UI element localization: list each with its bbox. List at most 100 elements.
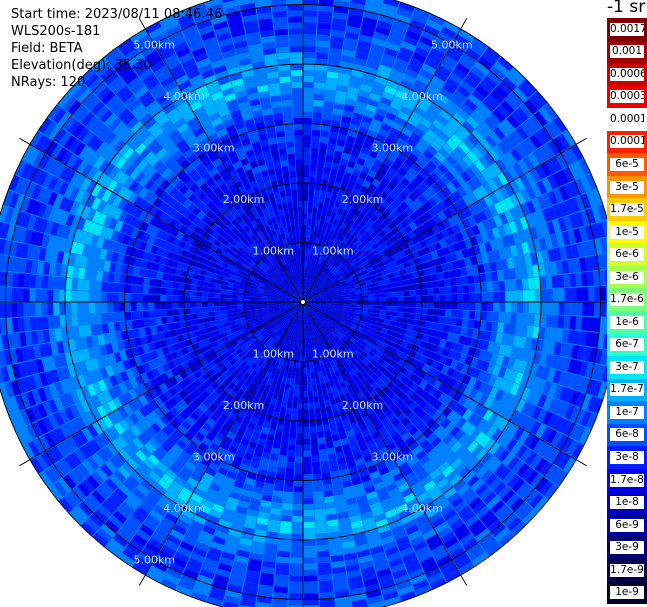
range-gate [419, 454, 431, 466]
range-gate [286, 334, 291, 341]
range-gate [283, 419, 291, 427]
range-gate [286, 347, 291, 354]
range-gate [511, 129, 524, 144]
range-gate [338, 303, 345, 307]
range-gate [426, 160, 438, 172]
range-gate [96, 323, 104, 335]
range-gate [395, 338, 403, 346]
range-gate [522, 509, 538, 525]
range-gate [493, 481, 507, 495]
range-gate [203, 557, 219, 568]
range-gate [437, 200, 448, 211]
range-gate [142, 310, 150, 319]
range-gate [257, 438, 266, 446]
range-gate [45, 448, 59, 464]
range-gate [170, 502, 184, 514]
range-gate [375, 518, 389, 529]
range-gate [185, 320, 193, 327]
range-gate [312, 274, 317, 281]
range-gate [553, 400, 565, 415]
range-gate [305, 349, 309, 356]
range-gate [243, 299, 250, 302]
range-gate [569, 273, 577, 287]
range-gate [461, 318, 469, 328]
range-gate [314, 296, 321, 299]
range-gate [553, 384, 564, 400]
range-gate [344, 306, 351, 310]
range-gate [418, 214, 428, 224]
range-gate [100, 463, 113, 478]
range-gate [418, 399, 428, 410]
range-gate [373, 31, 389, 42]
range-gate [213, 408, 223, 418]
range-gate [519, 415, 531, 430]
range-gate [505, 493, 520, 508]
range-gate [349, 311, 356, 316]
range-gate [297, 355, 301, 362]
range-gate [311, 280, 315, 287]
range-gate [118, 293, 125, 302]
range-gate [66, 436, 79, 452]
range-gate [563, 274, 571, 288]
range-gate [307, 293, 312, 298]
range-gate [217, 446, 228, 456]
range-gate [428, 243, 437, 253]
range-gate [252, 316, 259, 322]
range-gate [395, 214, 405, 223]
range-gate [308, 396, 314, 403]
range-gate [490, 162, 503, 175]
range-gate [413, 198, 423, 208]
range-gate [414, 376, 423, 386]
range-gate [396, 316, 403, 323]
range-gate [257, 400, 265, 408]
range-gate [204, 322, 211, 329]
range-gate [410, 481, 423, 493]
range-gate [340, 222, 348, 230]
range-gate [320, 317, 327, 322]
range-gate [313, 294, 320, 298]
range-gate [124, 311, 132, 321]
range-gate [492, 144, 505, 158]
range-gate [401, 126, 413, 137]
range-gate [561, 357, 571, 372]
range-gate [565, 343, 574, 358]
range-gate [161, 346, 170, 356]
range-gate [324, 240, 330, 248]
range-gate [380, 327, 388, 334]
range-gate [509, 410, 521, 424]
range-gate [326, 279, 332, 285]
range-gate [371, 192, 380, 201]
range-gate [207, 348, 216, 356]
range-gate [320, 294, 326, 298]
range-gate [67, 253, 76, 266]
range-gate [231, 377, 240, 386]
range-gate [0, 350, 7, 367]
range-gate [72, 326, 80, 339]
range-gate [350, 118, 362, 127]
range-gate [297, 331, 300, 338]
range-gate [386, 390, 396, 399]
range-gate [17, 288, 24, 302]
range-gate [339, 202, 347, 210]
range-gate [369, 0, 383, 3]
range-gate [433, 425, 445, 437]
range-gate [428, 396, 438, 407]
range-gate [321, 227, 327, 234]
range-gate [297, 313, 300, 320]
range-gate [300, 319, 303, 326]
range-gate [178, 355, 187, 365]
range-gate [493, 302, 500, 312]
range-gate [504, 95, 519, 111]
range-gate [317, 352, 322, 360]
range-gate [317, 562, 331, 570]
range-gate [279, 316, 285, 321]
range-gate [436, 272, 444, 281]
range-gate [365, 253, 373, 260]
range-gate [460, 170, 471, 183]
range-gate [303, 236, 307, 243]
range-gate [330, 287, 337, 292]
range-gate [362, 380, 371, 389]
range-gate [307, 212, 312, 220]
range-gate [290, 557, 303, 564]
range-gate [367, 169, 377, 179]
